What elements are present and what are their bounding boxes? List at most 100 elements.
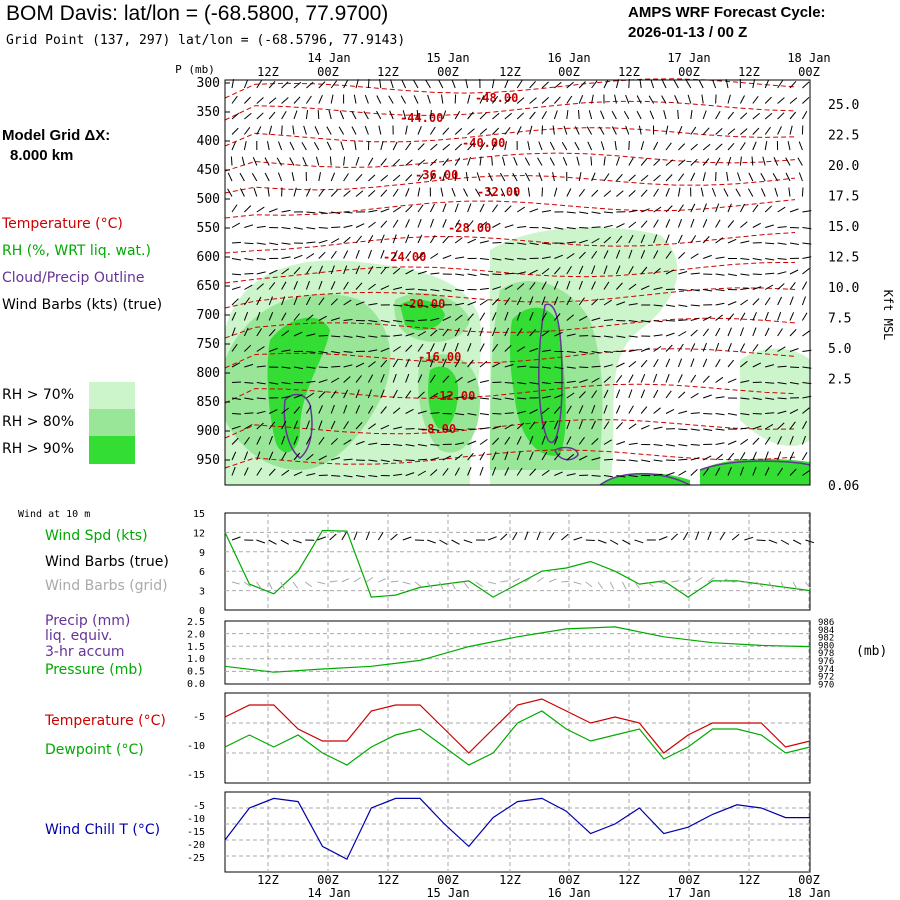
- wind-barb: [665, 125, 669, 135]
- wind-barb: [529, 111, 536, 120]
- wind-barb: [479, 142, 486, 151]
- wind-barb: [538, 172, 543, 182]
- wind-barb: [343, 458, 353, 461]
- wind-barb: [623, 110, 630, 120]
- wind-barb: [479, 203, 485, 213]
- wind-barb: [343, 439, 352, 445]
- wind-barb: [562, 157, 568, 166]
- wind-barb: [256, 126, 262, 135]
- wind-barb: [591, 172, 596, 182]
- surface-wind-barb: [377, 532, 384, 541]
- date-label-bottom: 18 Jan: [787, 886, 830, 900]
- wind-barb: [405, 408, 414, 414]
- wind-barb: [591, 250, 598, 259]
- wind-barb: [455, 413, 465, 416]
- wind-barb: [405, 373, 410, 383]
- surface-wind-barb-grid: [255, 581, 262, 589]
- wind-barb: [649, 110, 655, 120]
- wind-barb: [467, 142, 474, 151]
- wind-barb: [512, 172, 518, 182]
- wind-barb: [640, 189, 648, 197]
- wind-barb: [578, 420, 583, 430]
- wind-barb: [338, 126, 345, 135]
- wind-barb: [586, 126, 593, 135]
- windchill-tick-label: -15: [187, 827, 205, 838]
- wind-barb: [529, 208, 539, 213]
- wind-barb: [588, 110, 593, 120]
- surface-wind-barb-grid: [292, 581, 299, 589]
- wind-barb: [392, 346, 401, 352]
- wind-barb: [467, 313, 474, 321]
- surface-wind-barb-grid: [536, 577, 544, 583]
- wind-tick-label: 12: [193, 528, 205, 539]
- wind-barb: [640, 141, 645, 151]
- wind-barb: [802, 268, 810, 275]
- wind-barb: [393, 320, 403, 323]
- temp-label: -24.00: [383, 250, 426, 264]
- wind-barb: [625, 94, 630, 104]
- wind-barb: [591, 265, 596, 275]
- wind-barb: [479, 380, 489, 383]
- wind-barb: [231, 273, 242, 276]
- wind-barb: [715, 157, 721, 166]
- wind-barb: [578, 315, 588, 321]
- wind-barb: [430, 444, 440, 446]
- wind-barb: [727, 313, 735, 321]
- wind-barb: [417, 304, 427, 307]
- wind-barb: [293, 394, 303, 399]
- surface-wind-barb-grid: [732, 580, 741, 583]
- wind-barb: [690, 272, 700, 275]
- wind-barb: [442, 254, 452, 259]
- wind-barb: [479, 273, 489, 276]
- wind-barb: [529, 296, 534, 306]
- wind-barb: [442, 467, 449, 476]
- surface-wind-barb: [280, 539, 289, 545]
- wind-barb: [703, 413, 713, 415]
- wind-barb: [380, 174, 389, 182]
- wind-barb: [801, 187, 804, 197]
- wind-barb: [492, 127, 500, 135]
- wind-barb: [467, 273, 477, 277]
- pressure-tick-label: 500: [197, 192, 220, 207]
- wind-barb: [231, 298, 239, 306]
- wind-barb: [330, 94, 334, 104]
- wind-barb: [554, 452, 561, 461]
- pressure-tick-label-right: 986: [818, 618, 834, 628]
- wind-barb: [777, 206, 786, 213]
- wind-barb: [677, 374, 683, 383]
- wind-barb: [492, 362, 501, 368]
- wind-barb: [293, 471, 303, 476]
- wind-barb: [256, 382, 266, 385]
- wind-barb: [529, 125, 533, 135]
- wind-barb: [479, 327, 484, 337]
- wind-barb: [529, 421, 536, 430]
- wind-barb: [318, 239, 328, 244]
- wind-barb: [442, 358, 447, 368]
- wind-barb: [405, 320, 415, 322]
- wind-barb: [243, 436, 250, 445]
- wind-barb: [690, 358, 695, 368]
- wind-barb: [455, 442, 465, 445]
- wind-barb: [777, 397, 787, 400]
- wind-barb: [591, 226, 601, 228]
- wind-barb: [293, 420, 298, 430]
- wind-barb: [777, 126, 782, 135]
- date-label-bottom: 16 Jan: [547, 886, 590, 900]
- wind-barb: [355, 335, 365, 339]
- surface-wind-barb-grid: [744, 581, 753, 585]
- wind-barb: [318, 227, 328, 229]
- wind-barb: [504, 112, 513, 120]
- wind-barb: [591, 377, 600, 383]
- wind-barb: [665, 205, 673, 213]
- wind-barb: [798, 172, 803, 182]
- wind-barb: [603, 376, 612, 383]
- time-tick-label-bottom: 12Z: [377, 873, 399, 887]
- wind-barb: [368, 221, 376, 228]
- wind-barb: [524, 157, 531, 166]
- legend-wind-spd: Wind Spd (kts): [45, 528, 148, 544]
- wind-barb: [244, 205, 252, 213]
- wind-barb: [616, 441, 626, 445]
- wind-barb: [663, 110, 667, 120]
- wind-barb: [328, 110, 332, 120]
- wind-barb: [355, 375, 362, 383]
